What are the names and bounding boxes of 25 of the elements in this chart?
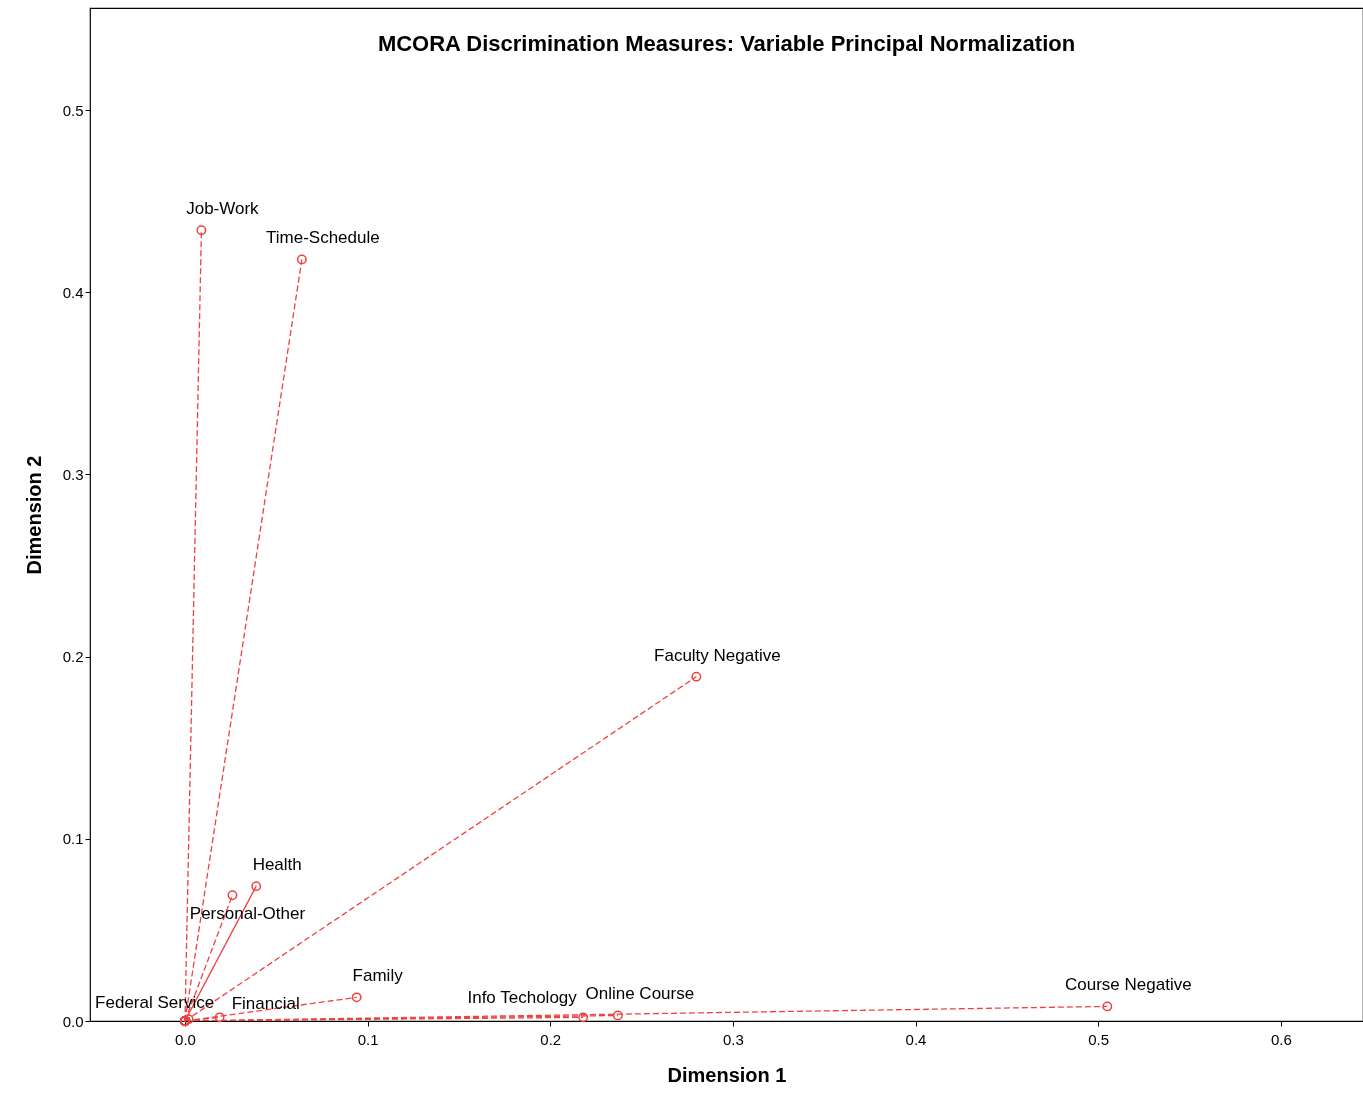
x-tick-label: 0.3 [722, 1030, 744, 1048]
x-tick-label: 0.5 [1088, 1030, 1110, 1048]
y-tick-label: 0.4 [62, 283, 84, 301]
y-tick-label: 0.0 [62, 1012, 84, 1030]
x-tick-label: 0.4 [905, 1030, 927, 1048]
y-axis-title: Dimension 2 [22, 455, 45, 575]
y-tick-label: 0.2 [62, 648, 84, 666]
series-label: Health [252, 855, 302, 875]
x-tick-label: 0.1 [357, 1030, 379, 1048]
x-tick-label: 0.0 [175, 1030, 196, 1048]
series-label: Time-Schedule [266, 228, 380, 248]
text: MCORA Discrimination Measures: Variable Principal Normalization [377, 31, 1076, 56]
series-label: Course Negative [1064, 975, 1192, 995]
x-axis-title: Dimension 1 [667, 1063, 787, 1086]
series-label: Online Course [585, 983, 695, 1003]
series-label: Financial [231, 994, 300, 1014]
x-tick-label: 0.2 [540, 1030, 562, 1048]
series-label: Job-Work [186, 199, 260, 219]
series-label: Faculty Negative [654, 645, 781, 665]
y-tick-label: 0.1 [62, 830, 84, 848]
x-tick-label: 0.6 [1270, 1030, 1292, 1048]
y-tick-label: 0.3 [62, 465, 84, 483]
y-tick-label: 0.5 [62, 101, 84, 119]
series-label: Family [352, 966, 404, 986]
series-label: Info Techology [467, 988, 578, 1008]
